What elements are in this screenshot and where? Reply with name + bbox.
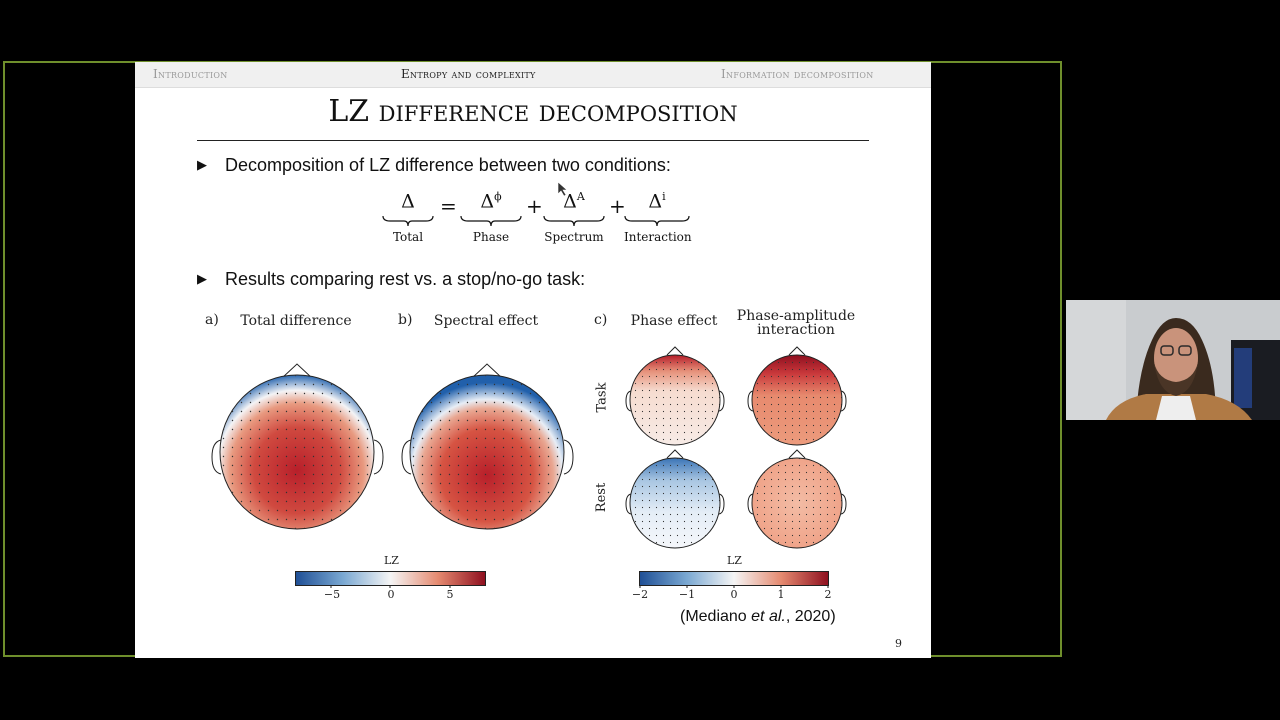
topomap-spectral-effect bbox=[401, 363, 574, 530]
bullet-triangle-icon: ▶ bbox=[197, 271, 207, 286]
topomap-phase-task bbox=[625, 346, 725, 446]
term-phase: Δϕ Phase bbox=[460, 190, 522, 244]
presenter-video-image bbox=[1066, 300, 1280, 420]
mouse-cursor-icon bbox=[557, 181, 568, 197]
panel-c-label: c) bbox=[594, 312, 608, 328]
colorbar-right-title: LZ bbox=[727, 554, 742, 567]
colorbar-right-tick: 0 bbox=[730, 588, 738, 601]
plus-sign: + bbox=[609, 194, 626, 218]
slide-title: LZ difference decomposition bbox=[328, 94, 738, 129]
colorbar-left-tick: −5 bbox=[323, 588, 341, 601]
page-number: 9 bbox=[895, 637, 902, 650]
colorbar-right-tick: 1 bbox=[777, 588, 785, 601]
nav-entropy-complexity[interactable]: Entropy and complexity bbox=[401, 67, 536, 81]
topomap-interaction-rest bbox=[747, 449, 847, 549]
underbrace-icon bbox=[624, 216, 690, 227]
term-spectrum: ΔA Spectrum bbox=[543, 190, 605, 245]
bullet-text: Decomposition of LZ difference between t… bbox=[225, 155, 671, 175]
row-label-rest: Rest bbox=[594, 482, 610, 513]
panel-a-label: a) bbox=[205, 312, 219, 328]
navigation-bar: Introduction Entropy and complexity Info… bbox=[135, 62, 931, 88]
topomap-phase-rest bbox=[625, 449, 725, 549]
plus-sign: + bbox=[526, 194, 543, 218]
panel-a-title: Total difference bbox=[240, 313, 352, 329]
underbrace-icon bbox=[460, 216, 522, 227]
colorbar-left bbox=[295, 571, 486, 588]
title-rule bbox=[197, 140, 869, 141]
colorbar-left-tick: 0 bbox=[387, 588, 395, 601]
panel-c-interaction-title: Phase-amplitude interaction bbox=[736, 308, 856, 338]
topomap-total-difference bbox=[211, 363, 384, 530]
underbrace-icon bbox=[382, 216, 434, 227]
nav-information-decomposition[interactable]: Information decomposition bbox=[721, 67, 874, 81]
bullet-triangle-icon: ▶ bbox=[197, 157, 207, 172]
underbrace-icon bbox=[543, 216, 605, 227]
term-interaction: Δi Interaction bbox=[624, 190, 692, 245]
colorbar-left-title: LZ bbox=[384, 554, 399, 567]
equals-sign: = bbox=[440, 194, 457, 218]
colorbar-right bbox=[639, 571, 829, 588]
panel-c-phase-title: Phase effect bbox=[630, 313, 718, 329]
colorbar-right-tick: 2 bbox=[824, 588, 832, 601]
row-label-task: Task bbox=[594, 382, 610, 413]
bullet-decomposition: ▶ Decomposition of LZ difference between … bbox=[197, 155, 671, 176]
colorbar-right-tick: −2 bbox=[631, 588, 649, 601]
colorbar-right-tick: −1 bbox=[678, 588, 696, 601]
panel-b-title: Spectral effect bbox=[433, 313, 539, 329]
slide: Introduction Entropy and complexity Info… bbox=[135, 62, 931, 658]
bullet-results: ▶ Results comparing rest vs. a stop/no-go… bbox=[197, 269, 585, 290]
term-total: Δ Total bbox=[382, 190, 434, 244]
bullet-text: Results comparing rest vs. a stop/no-go … bbox=[225, 269, 586, 289]
colorbar-left-tick: 5 bbox=[446, 588, 454, 601]
citation: (Mediano et al., 2020) bbox=[680, 608, 836, 625]
nav-introduction[interactable]: Introduction bbox=[153, 67, 228, 81]
panel-b-label: b) bbox=[398, 312, 413, 328]
webcam-video[interactable] bbox=[1066, 300, 1280, 420]
topomap-interaction-task bbox=[747, 346, 847, 446]
